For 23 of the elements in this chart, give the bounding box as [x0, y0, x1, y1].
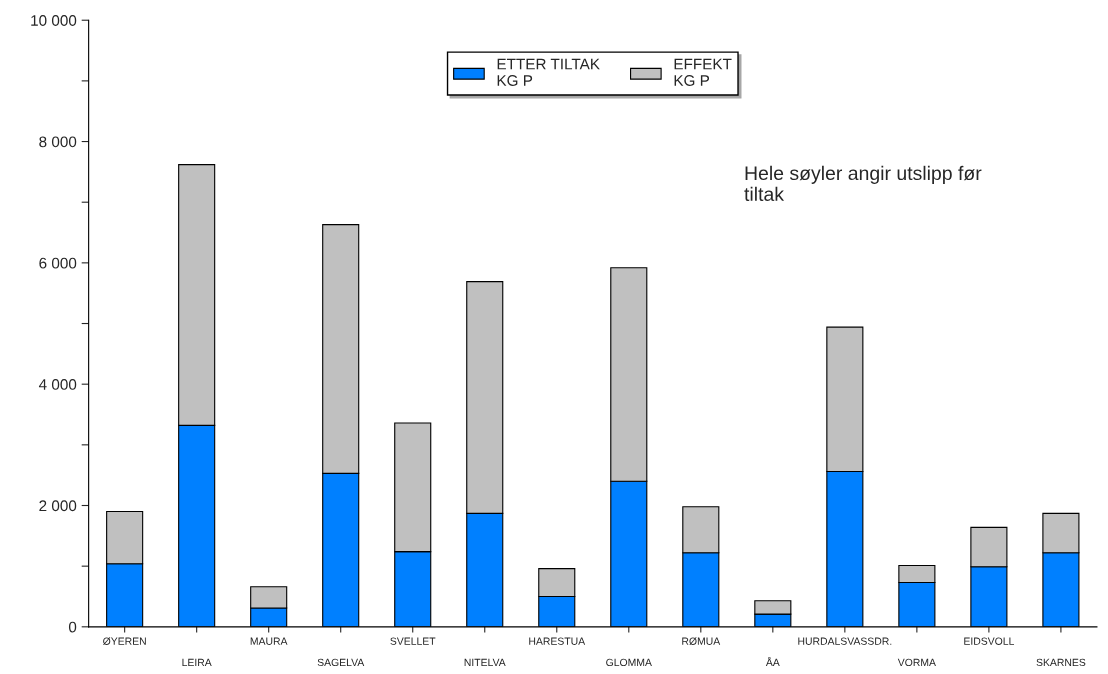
- x-tick-label: SKARNES: [1036, 658, 1086, 667]
- x-tick-label: MAURA: [250, 637, 288, 645]
- x-tick-label: LEIRA: [182, 658, 212, 667]
- annotation: Hele søyler angir utslipp før tiltak: [744, 165, 982, 202]
- y-tick-label: 6 000: [39, 257, 77, 269]
- legend-label: EFFEKT KG P: [674, 58, 732, 86]
- legend-label: ETTER TILTAK KG P: [497, 58, 600, 86]
- y-tick-label: 2 000: [39, 500, 77, 512]
- x-tick-label: RØMUA: [682, 637, 721, 646]
- y-tick-label: 10 000: [31, 15, 77, 26]
- x-tick-label: NITELVA: [464, 658, 506, 667]
- x-tick-label: ÅA: [765, 656, 780, 667]
- x-tick-label: HURDALSVASSDR.: [798, 637, 892, 645]
- x-tick-label: SVELLET: [390, 637, 436, 645]
- y-tick-label: 0: [68, 621, 77, 633]
- x-tick-label: SAGELVA: [317, 658, 365, 667]
- y-tick-label: 8 000: [39, 136, 77, 148]
- x-tick-label: EIDSVOLL: [964, 637, 1015, 645]
- y-tick-label: 4 000: [38, 379, 77, 390]
- x-tick-label: VORMA: [897, 658, 936, 667]
- x-tick-label: ØYEREN: [103, 637, 146, 646]
- x-tick-label: HARESTUA: [529, 637, 586, 645]
- x-tick-label: GLOMMA: [606, 658, 652, 667]
